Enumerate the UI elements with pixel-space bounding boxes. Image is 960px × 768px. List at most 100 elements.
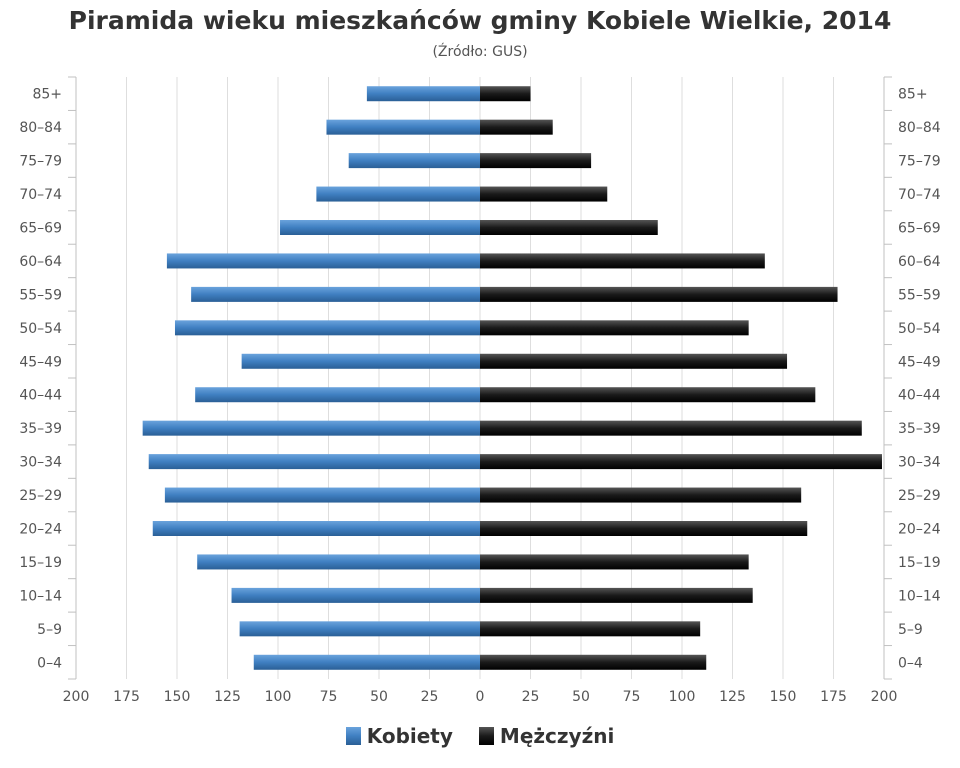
bar-men [480,186,608,202]
bar-women [152,521,480,536]
bar-women [231,587,480,603]
bar-men [480,387,816,403]
tick-labels: 200 175 150 125 100 75 50 25 0 25 50 75 100 125 150 175… [19,87,940,705]
y-tick-label-right: 30–34 [898,455,941,471]
y-tick-label-right: 80–84 [898,120,941,136]
bar-men [480,587,753,603]
y-tick-label-left: 30–34 [19,455,62,471]
y-tick-label-left: 75–79 [19,154,62,170]
bar-men [480,253,765,269]
bar-women [239,621,480,637]
x-tick-label: 125 [214,689,241,705]
x-tick-label: 25 [421,689,439,705]
bar-women [241,353,480,369]
y-tick-label-left: 65–69 [19,221,62,237]
bar-women [366,86,480,102]
bar-men [480,454,882,470]
x-tick-label: 175 [113,689,140,705]
y-tick-label-left: 15–19 [19,555,62,571]
legend-swatch-women [345,727,361,745]
bar-women [148,454,480,470]
y-tick-label-right: 70–74 [898,187,941,203]
x-tick-label: 25 [522,689,540,705]
legend[interactable]: Kobiety Mężczyźni [0,724,960,748]
x-tick-label: 100 [669,689,696,705]
bar-women [174,320,481,336]
legend-swatch-men [478,727,494,745]
x-tick-label: 0 [476,689,485,705]
x-tick-label: 125 [719,689,746,705]
y-tick-label-right: 55–59 [898,287,941,303]
bar-men [480,320,749,336]
bar-women [316,186,480,202]
axes [68,76,892,680]
bar-men [480,420,862,436]
bar-men [480,521,808,536]
bar-men [480,286,838,302]
bar-men [480,153,592,169]
y-tick-label-right: 40–44 [898,388,941,404]
x-tick-label: 200 [63,689,90,705]
y-tick-label-left: 60–64 [19,254,62,270]
chart-title: Piramida wieku mieszkańców gminy Kobiele… [68,6,892,35]
y-tick-label-left: 5–9 [37,622,62,638]
y-tick-label-right: 10–14 [898,588,941,604]
x-tick-label: 50 [370,689,388,705]
legend-label-women: Kobiety [366,724,453,748]
y-tick-label-right: 75–79 [898,154,941,170]
y-tick-label-right: 45–49 [898,354,941,370]
y-tick-label-left: 25–29 [19,488,62,504]
y-tick-label-left: 40–44 [19,388,62,404]
chart-subtitle: (Źródło: GUS) [432,44,528,60]
y-tick-label-left: 20–24 [19,522,62,538]
x-tick-label: 150 [164,689,191,705]
y-tick-label-left: 70–74 [19,187,62,203]
y-tick-label-left: 0–4 [37,655,62,671]
x-tick-label: 50 [572,689,590,705]
bar-women [348,153,480,169]
x-tick-label: 175 [820,689,847,705]
y-tick-label-left: 35–39 [19,421,62,437]
y-tick-label-left: 10–14 [19,588,62,604]
x-tick-label: 75 [623,689,641,705]
bar-men [480,353,788,369]
legend-item-women[interactable]: Kobiety [345,724,453,748]
y-tick-label-right: 50–54 [898,321,941,337]
bar-men [480,621,701,637]
bar-men [480,86,531,102]
y-tick-label-right: 60–64 [898,254,941,270]
y-tick-label-left: 50–54 [19,321,62,337]
y-tick-label-right: 20–24 [898,522,941,538]
bar-women [195,387,480,403]
legend-item-men[interactable]: Mężczyźni [478,724,615,748]
y-tick-label-left: 45–49 [19,354,62,370]
x-tick-label: 150 [770,689,797,705]
bar-women [197,554,480,570]
bar-men [480,654,707,670]
bar-women [280,220,480,235]
bar-women [326,119,480,135]
y-tick-label-right: 35–39 [898,421,941,437]
y-tick-label-left: 80–84 [19,120,62,136]
y-tick-label-right: 15–19 [898,555,941,571]
y-tick-label-left: 55–59 [19,287,62,303]
bar-women [253,654,480,670]
x-tick-label: 75 [320,689,338,705]
y-tick-label-right: 0–4 [898,655,923,671]
bar-men [480,554,749,570]
y-tick-label-right: 5–9 [898,622,923,638]
y-tick-label-right: 85+ [898,87,928,103]
legend-label-men: Mężczyźni [499,724,615,748]
bar-women [142,420,480,436]
x-tick-label: 100 [265,689,292,705]
bar-women [191,286,480,302]
bar-men [480,119,553,135]
bar-men [480,487,802,503]
x-tick-label: 200 [871,689,898,705]
y-tick-label-right: 25–29 [898,488,941,504]
y-tick-label-right: 65–69 [898,221,941,237]
bar-women [164,487,480,503]
bars [142,86,882,670]
bar-men [480,220,658,235]
